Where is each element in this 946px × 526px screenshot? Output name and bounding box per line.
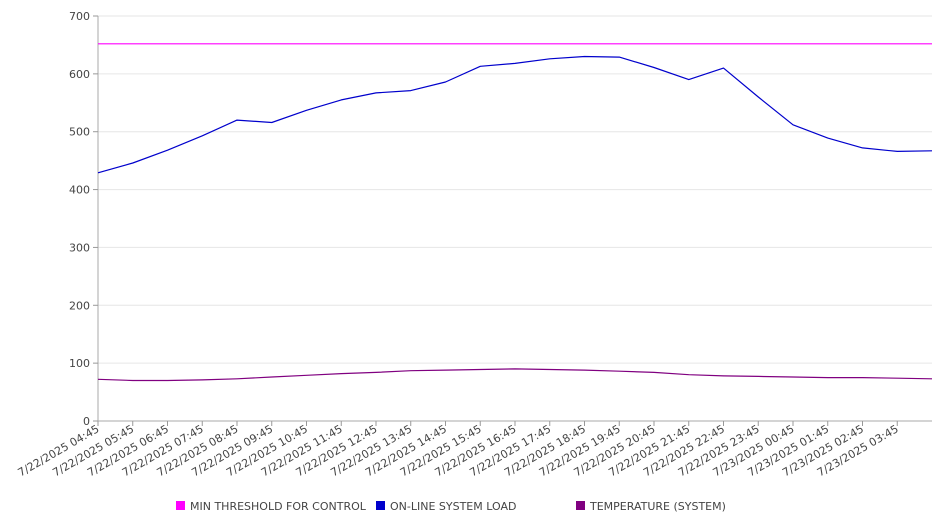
legend-label: TEMPERATURE (SYSTEM) [589, 500, 726, 513]
axes [97, 16, 932, 422]
legend: MIN THRESHOLD FOR CONTROL ON-LINE SYSTEM … [176, 500, 726, 513]
legend-label: ON-LINE SYSTEM LOAD [390, 500, 516, 513]
x-axis-ticks: 7/22/2025 04:457/22/2025 05:457/22/2025 … [16, 421, 901, 479]
y-tick-label: 400 [69, 184, 90, 197]
gridlines [98, 15, 932, 364]
legend-swatch [376, 501, 385, 510]
y-tick-label: 100 [69, 357, 90, 370]
legend-label: MIN THRESHOLD FOR CONTROL [190, 500, 367, 513]
y-tick-label: 0 [83, 415, 90, 428]
y-tick-label: 500 [69, 126, 90, 139]
y-tick-label: 200 [69, 299, 90, 312]
y-tick-label: 700 [69, 10, 90, 23]
series-line-1 [97, 55, 933, 174]
y-tick-label: 600 [69, 68, 90, 81]
series-lines [97, 43, 933, 382]
legend-swatch [576, 501, 585, 510]
legend-swatch [176, 501, 185, 510]
y-axis-ticks: 0 100 200 300 400 500 600 700 [69, 10, 98, 428]
series-line-2 [97, 368, 933, 382]
y-tick-label: 300 [69, 241, 90, 254]
